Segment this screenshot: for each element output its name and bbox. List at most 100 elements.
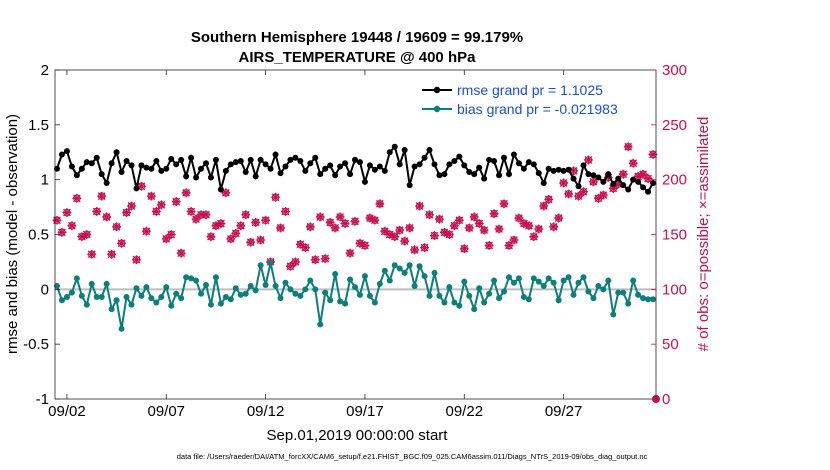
bias-point — [431, 269, 438, 276]
bias-point — [58, 297, 65, 304]
bias-point — [650, 296, 657, 303]
bias-point — [401, 269, 408, 276]
bias-point — [163, 284, 170, 291]
bias-point — [68, 289, 75, 296]
rmse-point — [520, 165, 527, 172]
rmse-point — [501, 154, 508, 161]
bias-point — [327, 297, 334, 304]
bias-point — [461, 278, 468, 285]
rmse-point — [282, 163, 289, 170]
legend-bias-label: bias grand pr = -0.021983 — [457, 101, 618, 117]
obs-assimilated-marker — [618, 169, 628, 179]
obs-assimilated-marker — [420, 243, 429, 253]
bias-point — [600, 286, 607, 293]
obs-assimilated-marker — [504, 241, 514, 250]
obs-assimilated-marker — [340, 219, 350, 228]
bias-point — [352, 284, 359, 291]
bias-point — [158, 294, 165, 301]
obs-assimilated-marker — [539, 201, 549, 211]
bias-point — [307, 277, 314, 284]
obs-assimilated-marker — [122, 208, 131, 217]
x-axis-label: Sep.01,2019 00:00:00 start — [267, 427, 449, 444]
obs-assimilated-marker — [236, 221, 246, 231]
bias-point — [466, 292, 473, 299]
bias-point — [133, 285, 140, 292]
rmse-point — [595, 174, 602, 181]
obs-assimilated-marker — [67, 221, 77, 231]
obs-assimilated-marker — [608, 184, 618, 193]
obs-assimilated-marker — [584, 155, 593, 165]
rmse-point — [640, 184, 647, 191]
bias-point — [242, 290, 249, 297]
obs-assimilated-marker — [469, 212, 479, 222]
bias-point — [585, 288, 592, 295]
bias-point — [63, 294, 70, 301]
obs-assimilated-marker — [171, 197, 181, 207]
rmse-point — [461, 162, 468, 169]
bias-point — [207, 301, 214, 308]
rmse-point — [188, 154, 195, 161]
rmse-point — [178, 156, 185, 163]
y-right-tick-label: 250 — [662, 117, 687, 134]
obs-assimilated-marker — [186, 207, 196, 216]
bias-point — [580, 274, 587, 281]
bias-point — [292, 290, 299, 297]
bias-point — [83, 301, 90, 308]
rmse-point — [635, 178, 642, 185]
obs-assimilated-marker — [320, 254, 330, 264]
rmse-point — [98, 171, 105, 178]
obs-assimilated-marker — [156, 200, 166, 210]
bias-point — [53, 283, 60, 290]
obs-assimilated-marker — [623, 142, 633, 152]
bias-point — [297, 292, 304, 299]
rmse-point — [123, 158, 130, 165]
rmse-point — [287, 156, 294, 163]
bias-point — [615, 289, 622, 296]
rmse-point — [257, 156, 264, 163]
obs-assimilated-marker — [251, 218, 261, 227]
bias-point — [610, 311, 617, 318]
bias-point — [446, 284, 453, 291]
rmse-point — [421, 154, 428, 161]
bias-point — [496, 295, 503, 302]
chart-title-line2: AIRS_TEMPERATURE @ 400 hPa — [239, 49, 477, 66]
obs-assimilated-marker — [335, 212, 345, 222]
rmse-point — [317, 171, 324, 178]
obs-assimilated-marker — [499, 199, 509, 209]
rmse-point — [446, 161, 453, 168]
bias-point — [302, 286, 309, 293]
obs-assimilated-marker — [549, 222, 559, 232]
obs-assimilated-marker — [127, 201, 136, 211]
bias-point — [381, 267, 388, 274]
rmse-point — [505, 171, 512, 178]
rmse-point — [143, 164, 150, 171]
bias-point — [178, 295, 185, 302]
legend-rmse-label: rmse grand pr = 1.1025 — [457, 82, 603, 98]
bias-point — [456, 302, 463, 309]
bias-point — [322, 289, 329, 296]
obs-assimilated-marker — [191, 214, 201, 224]
rmse-point — [471, 171, 478, 178]
bias-point — [143, 284, 150, 291]
obs-assimilated-marker — [57, 227, 67, 237]
bias-point — [73, 275, 80, 282]
rmse-point — [108, 160, 115, 167]
rmse-point — [158, 167, 165, 174]
obs-assimilated-marker — [102, 212, 112, 222]
legend: rmse grand pr = 1.1025 bias grand pr = -… — [422, 82, 618, 117]
obs-assimilated-marker — [454, 215, 464, 225]
obs-assimilated-marker — [360, 241, 370, 250]
bias-point — [183, 274, 190, 281]
bias-point — [347, 276, 354, 283]
bias-point — [545, 275, 552, 282]
rmse-point — [93, 154, 100, 161]
obs-assimilated-marker — [593, 193, 603, 203]
rmse-point — [163, 165, 170, 172]
rmse-point — [88, 160, 95, 167]
rmse-point — [53, 165, 60, 172]
bias-point — [272, 283, 279, 290]
rmse-point — [625, 186, 632, 193]
rmse-point — [78, 165, 85, 172]
rmse-point — [73, 172, 80, 179]
bias-point — [113, 297, 120, 304]
